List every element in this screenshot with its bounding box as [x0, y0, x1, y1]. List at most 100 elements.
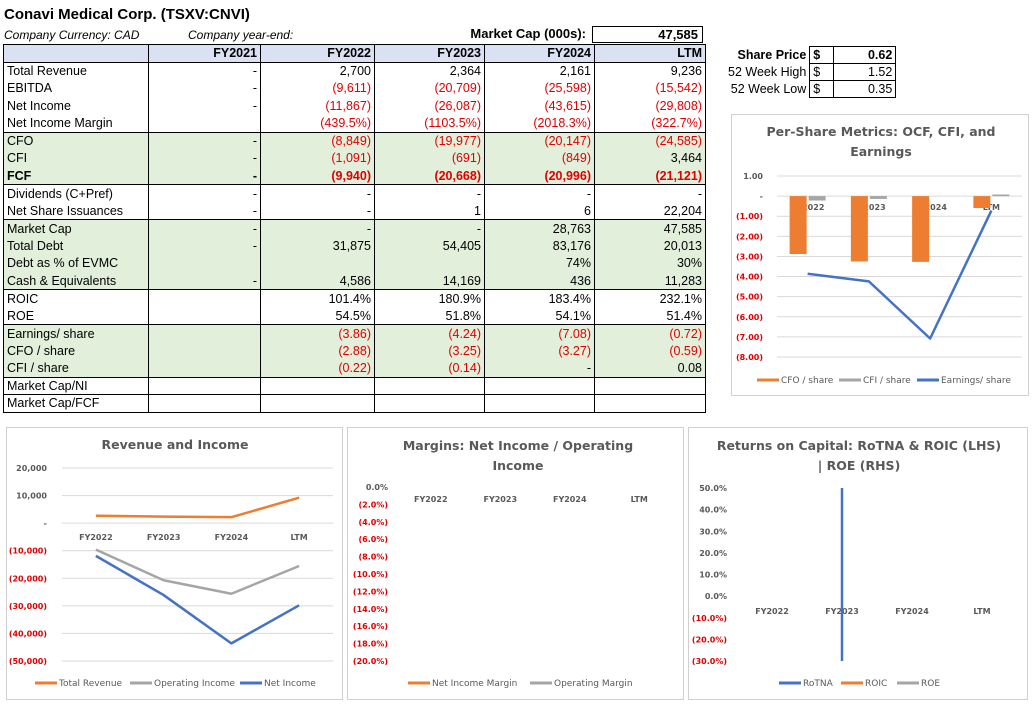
table-cell[interactable] — [260, 376, 375, 395]
market-cap-value[interactable]: 47,585 — [592, 26, 703, 43]
table-cell[interactable]: 51.4% — [594, 307, 706, 325]
table-cell[interactable]: 436 — [484, 272, 595, 290]
table-cell[interactable]: (1,091) — [260, 149, 375, 167]
table-cell[interactable]: 4,586 — [260, 272, 375, 290]
earnings-share-line[interactable] — [807, 210, 993, 340]
table-cell[interactable]: (20,996) — [484, 167, 595, 185]
table-cell[interactable]: 30% — [594, 254, 706, 272]
table-cell[interactable]: 180.9% — [374, 289, 485, 307]
table-cell[interactable] — [148, 114, 261, 132]
table-cell[interactable]: - — [260, 202, 375, 220]
table-cell[interactable]: - — [484, 184, 595, 202]
table-cell[interactable]: (9,611) — [260, 79, 375, 97]
table-cell[interactable]: (0.59) — [594, 342, 706, 360]
cfo-share-bar[interactable] — [973, 196, 991, 208]
net-income-line[interactable] — [95, 554, 300, 645]
cfo-share-bar[interactable] — [789, 196, 807, 255]
table-cell[interactable]: (2018.3%) — [484, 114, 595, 132]
cfo-share-bar[interactable] — [850, 196, 868, 262]
table-cell[interactable]: (439.5%) — [260, 114, 375, 132]
table-cell[interactable]: - — [148, 62, 261, 80]
table-cell[interactable] — [148, 324, 261, 342]
table-cell[interactable]: (3.25) — [374, 342, 485, 360]
table-cell[interactable]: - — [374, 219, 485, 237]
table-cell[interactable]: (0.22) — [260, 359, 375, 377]
table-cell[interactable] — [484, 394, 595, 413]
table-cell[interactable] — [594, 394, 706, 413]
table-cell[interactable]: - — [148, 79, 261, 97]
share-price-value[interactable]: 0.62 — [833, 46, 897, 64]
per-share-chart-panel[interactable]: Per-Share Metrics: OCF, CFI, and Earnings… — [731, 114, 1029, 396]
table-cell[interactable]: (20,709) — [374, 79, 485, 97]
margins-chart-panel[interactable]: Margins: Net Income / Operating Income 0.0… — [347, 427, 684, 700]
table-cell[interactable]: (20,147) — [484, 131, 595, 150]
table-cell[interactable]: (29,808) — [594, 97, 706, 115]
table-cell[interactable]: 9,236 — [594, 62, 706, 80]
table-cell[interactable]: - — [260, 219, 375, 237]
table-cell[interactable]: - — [374, 184, 485, 202]
table-cell[interactable]: - — [594, 184, 706, 202]
table-cell[interactable]: - — [148, 97, 261, 115]
table-cell[interactable]: 14,169 — [374, 272, 485, 290]
table-cell[interactable]: - — [148, 219, 261, 237]
table-cell[interactable] — [594, 376, 706, 395]
table-cell[interactable]: (15,542) — [594, 79, 706, 97]
table-cell[interactable] — [148, 254, 261, 272]
table-cell[interactable] — [148, 394, 261, 413]
table-cell[interactable]: 54.1% — [484, 307, 595, 325]
week-high-value[interactable]: 1.52 — [833, 63, 897, 81]
table-cell[interactable]: 51.8% — [374, 307, 485, 325]
table-cell[interactable]: (2.88) — [260, 342, 375, 360]
table-cell[interactable]: 47,585 — [594, 219, 706, 237]
table-cell[interactable]: - — [148, 184, 261, 202]
table-cell[interactable]: (3.86) — [260, 324, 375, 342]
table-cell[interactable]: (322.7%) — [594, 114, 706, 132]
table-cell[interactable]: 101.4% — [260, 289, 375, 307]
table-cell[interactable] — [260, 254, 375, 272]
returns-chart-panel[interactable]: Returns on Capital: RoTNA & ROIC (LHS) | … — [688, 427, 1028, 700]
table-cell[interactable] — [374, 254, 485, 272]
table-cell[interactable]: - — [148, 149, 261, 167]
table-cell[interactable]: - — [148, 237, 261, 255]
table-cell[interactable]: 22,204 — [594, 202, 706, 220]
cfi-share-bar[interactable] — [992, 194, 1010, 197]
table-cell[interactable]: (19,977) — [374, 131, 485, 150]
table-cell[interactable]: (1103.5%) — [374, 114, 485, 132]
table-cell[interactable] — [148, 289, 261, 307]
table-cell[interactable]: (20,668) — [374, 167, 485, 185]
table-cell[interactable]: - — [148, 167, 261, 185]
table-cell[interactable]: - — [148, 202, 261, 220]
table-cell[interactable]: 2,364 — [374, 62, 485, 80]
table-cell[interactable]: 83,176 — [484, 237, 595, 255]
table-cell[interactable]: (11,867) — [260, 97, 375, 115]
table-cell[interactable] — [260, 394, 375, 413]
table-cell[interactable]: - — [484, 359, 595, 377]
cfo-share-bar[interactable] — [912, 196, 930, 262]
table-cell[interactable]: 54,405 — [374, 237, 485, 255]
table-cell[interactable]: (25,598) — [484, 79, 595, 97]
table-cell[interactable]: (3.27) — [484, 342, 595, 360]
revenue-income-chart-panel[interactable]: Revenue and Income 20,000 10,000 - (10,000) (… — [6, 427, 343, 700]
table-cell[interactable]: (43,615) — [484, 97, 595, 115]
table-cell[interactable]: (849) — [484, 149, 595, 167]
table-cell[interactable]: - — [148, 131, 261, 150]
table-cell[interactable]: 232.1% — [594, 289, 706, 307]
operating-income-line[interactable] — [95, 548, 300, 595]
table-cell[interactable] — [148, 359, 261, 377]
table-cell[interactable]: 3,464 — [594, 149, 706, 167]
table-cell[interactable] — [148, 307, 261, 325]
table-cell[interactable]: (7.08) — [484, 324, 595, 342]
table-cell[interactable]: 1 — [374, 202, 485, 220]
table-cell[interactable]: - — [260, 184, 375, 202]
table-cell[interactable]: - — [148, 272, 261, 290]
table-cell[interactable]: 54.5% — [260, 307, 375, 325]
table-cell[interactable]: 6 — [484, 202, 595, 220]
week-low-value[interactable]: 0.35 — [833, 80, 897, 98]
table-cell[interactable]: 0.08 — [594, 359, 706, 377]
total-revenue-line[interactable] — [95, 496, 300, 519]
table-cell[interactable]: (0.72) — [594, 324, 706, 342]
table-cell[interactable]: 2,161 — [484, 62, 595, 80]
table-cell[interactable] — [484, 376, 595, 395]
table-cell[interactable] — [148, 342, 261, 360]
table-cell[interactable]: (9,940) — [260, 167, 375, 185]
